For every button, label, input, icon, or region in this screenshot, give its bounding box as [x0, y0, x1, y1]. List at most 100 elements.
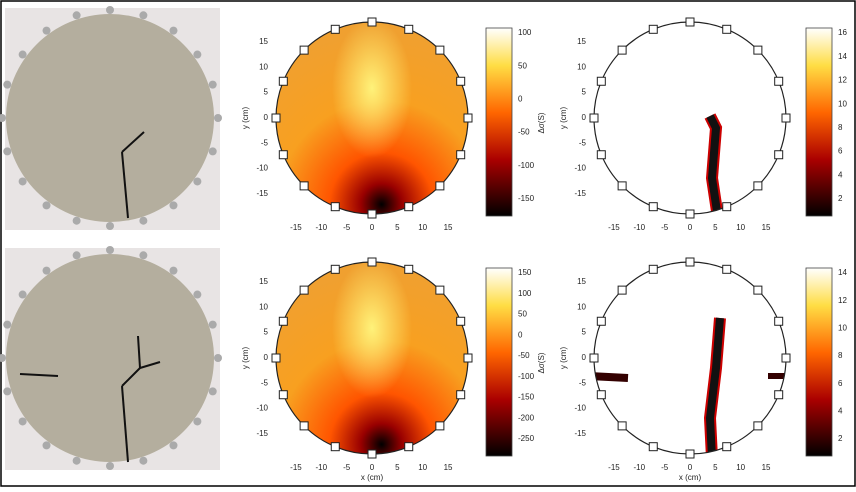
x-tick-label: 5 — [395, 223, 400, 232]
colorbar-tick-label: -50 — [518, 351, 530, 360]
electrode-notch — [464, 354, 472, 362]
y-tick-label: 10 — [259, 62, 268, 71]
colorbar-tick-label: 4 — [838, 170, 843, 179]
y-tick-label: 10 — [259, 302, 268, 311]
electrode — [43, 441, 51, 449]
electrode-notch — [368, 18, 376, 26]
electrode — [193, 291, 201, 299]
x-tick-label: -15 — [290, 463, 302, 472]
x-tick-label: 15 — [762, 463, 771, 472]
electrode — [169, 201, 177, 209]
colorbar-tick-label: 2 — [838, 434, 843, 443]
electrode-notch — [782, 114, 790, 122]
plate — [6, 254, 214, 462]
colorbar-tick-label: 16 — [838, 28, 847, 37]
colorbar-tick-label: 12 — [838, 76, 847, 85]
colorbar-label: Δσ(S) — [537, 352, 546, 373]
y-tick-label: 5 — [582, 328, 587, 337]
electrode — [73, 251, 81, 259]
colorbar-tick-label: 10 — [838, 99, 847, 108]
y-tick-label: 10 — [577, 302, 586, 311]
electrode — [19, 51, 27, 59]
electrode-notch — [300, 46, 308, 54]
colorbar-tick-label: 0 — [518, 330, 523, 339]
electrode-notch — [457, 151, 465, 159]
electrode — [106, 6, 114, 14]
electrode-notch — [300, 286, 308, 294]
electrode-notch — [300, 422, 308, 430]
electrode-notch — [754, 286, 762, 294]
electrode-notch — [464, 114, 472, 122]
y-tick-label: 0 — [264, 353, 269, 362]
colorbar-tick-label: 4 — [838, 406, 843, 415]
electrode-notch — [686, 450, 694, 458]
electrode-notch — [331, 203, 339, 211]
electrode-notch — [775, 391, 783, 399]
electrode-notch — [782, 354, 790, 362]
electrode-notch — [686, 18, 694, 26]
y-tick-label: 10 — [577, 62, 586, 71]
colorbar-tick-label: 8 — [838, 351, 843, 360]
electrode-notch — [457, 77, 465, 85]
electrode — [73, 457, 81, 465]
electrode-notch — [368, 258, 376, 266]
colorbar-label: Δσ(S) — [537, 112, 546, 133]
electrode — [214, 354, 222, 362]
electrode — [209, 321, 217, 329]
electrode — [193, 51, 201, 59]
electrode-notch — [597, 77, 605, 85]
x-tick-label: -10 — [634, 223, 646, 232]
y-axis-label: y (cm) — [241, 107, 250, 130]
colorbar-tick-label: -100 — [518, 372, 535, 381]
electrode-notch — [754, 182, 762, 190]
electrode — [43, 27, 51, 35]
x-tick-label: 5 — [713, 463, 718, 472]
x-tick-label: -15 — [608, 463, 620, 472]
colorbar-tick-label: 12 — [838, 296, 847, 305]
colorbar-tick-label: 10 — [838, 323, 847, 332]
colorbar-tick-label: 100 — [518, 289, 532, 298]
electrode — [3, 321, 11, 329]
colorbar-tick-label: -200 — [518, 413, 535, 422]
electrode — [19, 291, 27, 299]
x-tick-label: 15 — [444, 223, 453, 232]
electrode-notch — [597, 151, 605, 159]
electrode — [19, 417, 27, 425]
colorbar-tick-label: 6 — [838, 147, 843, 156]
y-tick-label: -15 — [574, 429, 586, 438]
electrode-notch — [405, 443, 413, 451]
electrode — [106, 222, 114, 230]
electrode — [193, 417, 201, 425]
x-tick-label: -5 — [343, 223, 351, 232]
electrode-notch — [775, 317, 783, 325]
colorbar — [486, 28, 512, 216]
y-tick-label: 15 — [259, 37, 268, 46]
electrode-notch — [723, 25, 731, 33]
x-tick-label: 10 — [736, 223, 745, 232]
electrode-notch — [723, 443, 731, 451]
x-axis-label: x (cm) — [361, 473, 384, 482]
y-tick-label: 0 — [582, 353, 587, 362]
electrode-notch — [723, 265, 731, 273]
colorbar — [806, 268, 832, 456]
x-tick-label: 10 — [418, 223, 427, 232]
x-tick-label: -10 — [316, 463, 328, 472]
electrode-notch — [649, 203, 657, 211]
figure: -15-10-5051015151050-5-10-15y (cm)100500… — [0, 0, 856, 487]
electrode — [193, 177, 201, 185]
electrode — [214, 114, 222, 122]
x-tick-label: 10 — [418, 463, 427, 472]
electrode-notch — [590, 114, 598, 122]
electrode-notch — [436, 286, 444, 294]
colorbar-tick-label: -250 — [518, 434, 535, 443]
colorbar — [806, 28, 832, 216]
electrode-notch — [331, 443, 339, 451]
y-tick-label: -10 — [574, 404, 586, 413]
electrode — [209, 81, 217, 89]
y-tick-label: 5 — [582, 88, 587, 97]
y-tick-label: 0 — [264, 113, 269, 122]
x-tick-label: -15 — [290, 223, 302, 232]
y-tick-label: 15 — [577, 37, 586, 46]
electrode-notch — [368, 450, 376, 458]
x-tick-label: 5 — [395, 463, 400, 472]
